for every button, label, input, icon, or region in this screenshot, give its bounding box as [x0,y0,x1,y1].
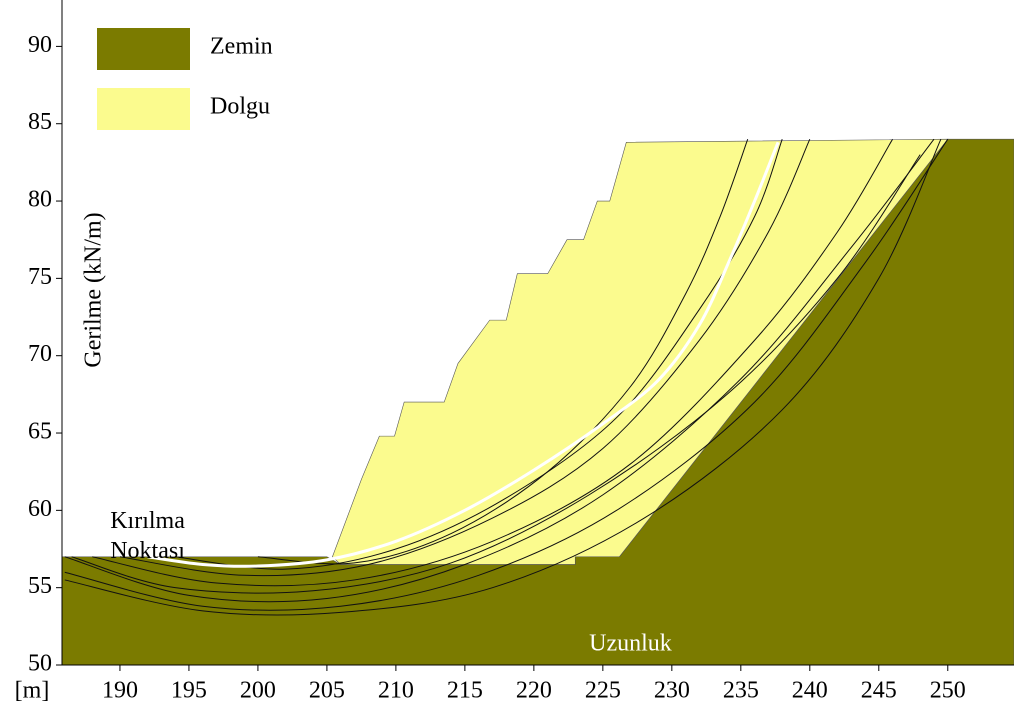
x-tick-label: 195 [171,678,207,704]
x-tick-label: 250 [930,678,966,704]
y-tick-label: 75 [28,264,52,290]
x-tick-label: 205 [309,678,345,704]
annotation: Kırılma [110,508,185,534]
x-tick-label: 215 [447,678,483,704]
slip-surface [64,138,935,603]
slip-surface [147,141,780,568]
slip-surface [64,138,949,611]
x-tick-label: 200 [240,678,276,704]
y-tick-label: 60 [28,496,52,522]
plot-area [62,138,1014,665]
y-tick-label: 70 [28,341,52,367]
x-tick-label: 210 [378,678,414,704]
legend-label: Dolgu [210,94,270,120]
x-axis-label: [m] [15,678,50,704]
x-tick-label: 245 [861,678,897,704]
x-tick-label: 220 [516,678,552,704]
y-tick-label: 55 [28,573,52,599]
legend-swatch [97,28,190,70]
slip-surface [92,138,894,587]
slip-surface [64,138,942,616]
legend-label: Zemin [210,34,273,60]
legend-swatch [97,88,190,130]
y-tick-label: 90 [28,32,52,58]
slip-surface [71,154,921,594]
x-tick-label: 190 [102,678,138,704]
x-tick-label: 225 [585,678,621,704]
slip-surface [119,138,811,577]
annotation: Noktası [110,538,185,564]
y-axis-label: Gerilme (kN/m) [81,212,107,367]
y-tick-label: 80 [28,187,52,213]
y-tick-label: 65 [28,419,52,445]
slip-surface [175,139,783,570]
region [332,138,949,565]
x-tick-label: 240 [792,678,828,704]
overlay: 50 55 60 65 70 75 80 85 90 190 195 200 205 210 215 220 2… [15,0,1014,704]
y-tick-label: 85 [28,109,52,135]
annotation: Uzunluk [589,630,672,656]
x-tick-label: 235 [723,678,759,704]
y-tick-label: 50 [28,651,52,677]
x-tick-label: 230 [654,678,690,704]
